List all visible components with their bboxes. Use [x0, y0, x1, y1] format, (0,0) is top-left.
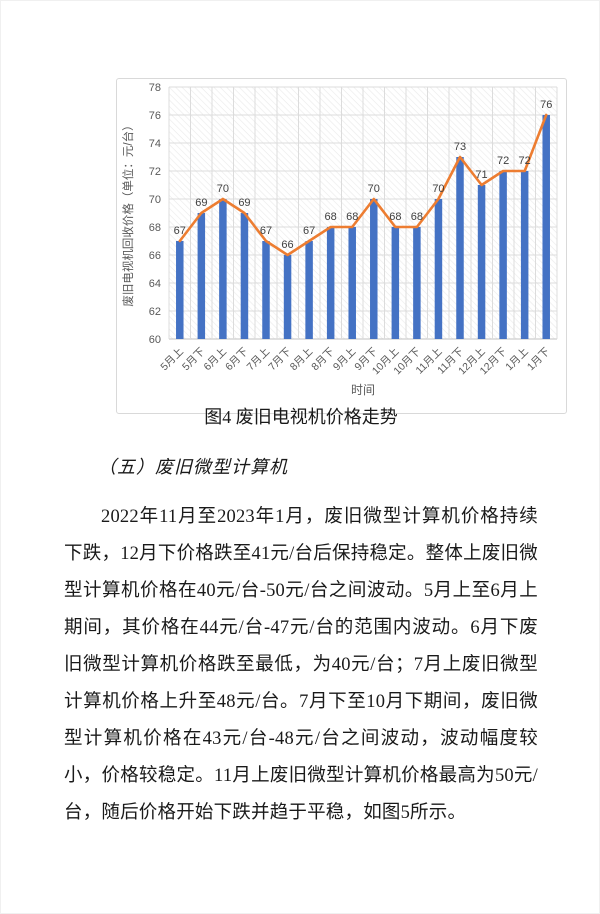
data-label: 71 [475, 169, 487, 181]
x-tick-label: 9月上 [331, 346, 358, 373]
x-tick-label: 6月上 [202, 346, 229, 373]
x-tick-label: 5月下 [180, 346, 207, 373]
bar [456, 157, 464, 339]
data-label: 67 [303, 225, 315, 237]
data-label: 70 [217, 183, 229, 195]
y-tick-label: 74 [149, 138, 161, 150]
x-tick-label: 8月下 [309, 346, 336, 373]
bar [283, 255, 292, 339]
gridlines [168, 86, 558, 340]
y-tick-label: 64 [149, 278, 161, 290]
bar [391, 227, 400, 339]
data-label: 69 [195, 197, 207, 209]
price-line [178, 113, 548, 257]
data-label: 73 [454, 141, 466, 153]
data-label: 72 [519, 155, 531, 167]
data-label: 66 [281, 239, 293, 251]
x-tick-label: 1月上 [503, 346, 530, 373]
bar [326, 227, 335, 339]
bar [176, 241, 184, 339]
section-heading: （五）废旧微型计算机 [98, 457, 288, 477]
y-axis-title: 废旧电视机回收价格（单位：元/台） [121, 119, 135, 306]
y-tick-label: 60 [149, 334, 161, 346]
x-axis-title: 时间 [351, 383, 375, 397]
chart-svg: 67 69 70 69 67 66 67 68 68 70 68 68 70 73 71 72 72 76 60 62… [121, 82, 558, 397]
x-tick-label: 7月下 [266, 346, 293, 373]
data-label: 68 [346, 211, 358, 223]
y-tick-label: 66 [149, 250, 161, 262]
bar [370, 199, 378, 339]
bar [348, 227, 356, 339]
x-axis-ticks: 5月上5月下6月上6月下7月上7月下8月上8月下9月上9月下10月上10月下11… [158, 346, 552, 378]
data-labels: 67 69 70 69 67 66 67 68 68 70 68 68 70 73 71 72 72 76 [174, 99, 553, 251]
data-label: 68 [325, 211, 337, 223]
bar [197, 213, 206, 339]
bar [219, 199, 227, 339]
bar [413, 227, 421, 339]
x-tick-label: 7月上 [245, 346, 272, 373]
bar [434, 199, 443, 339]
bar-series [176, 115, 550, 339]
bar [305, 241, 313, 339]
y-tick-label: 68 [149, 222, 161, 234]
data-label: 69 [238, 197, 250, 209]
x-tick-label: 1月下 [525, 346, 552, 373]
x-tick-label: 5月上 [158, 346, 185, 373]
data-label: 70 [432, 183, 444, 195]
data-label: 68 [389, 211, 401, 223]
x-tick-label: 6月下 [223, 346, 250, 373]
data-label: 68 [411, 211, 423, 223]
body-paragraph: 2022年11月至2023年1月，废旧微型计算机价格持续下跌，12月下价格跌至4… [64, 507, 538, 823]
tv-price-trend-chart: 67 69 70 69 67 66 67 68 68 70 68 68 70 73 71 72 72 76 60 62… [116, 78, 567, 414]
y-tick-label: 62 [149, 306, 161, 318]
bar [240, 213, 249, 339]
y-tick-label: 76 [149, 110, 161, 122]
data-label: 70 [368, 183, 380, 195]
x-tick-label: 8月上 [288, 346, 315, 373]
data-label: 72 [497, 155, 509, 167]
bar [262, 241, 270, 339]
data-label: 67 [174, 225, 186, 237]
y-tick-label: 70 [149, 194, 161, 206]
y-tick-label: 78 [149, 82, 161, 94]
data-label: 67 [260, 225, 272, 237]
y-tick-label: 72 [149, 166, 161, 178]
bar [477, 185, 486, 339]
data-label: 76 [540, 99, 552, 111]
bar [499, 171, 507, 339]
bar [542, 115, 550, 339]
figure-caption: 图4 废旧电视机价格走势 [204, 407, 398, 427]
y-axis-ticks: 60 62 64 66 68 70 72 74 76 78 [149, 82, 161, 346]
bar [520, 171, 529, 339]
